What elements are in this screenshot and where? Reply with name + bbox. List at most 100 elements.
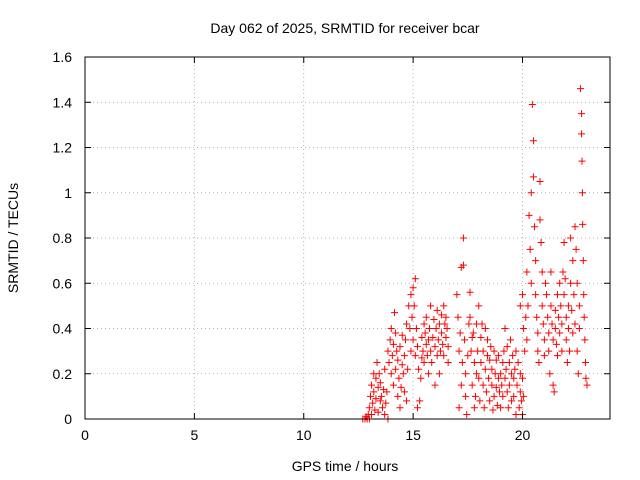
data-point <box>511 365 519 373</box>
data-point <box>375 370 383 378</box>
data-point <box>558 320 566 328</box>
data-point <box>513 381 521 389</box>
data-point <box>423 352 431 360</box>
data-point <box>570 291 578 299</box>
data-point <box>499 358 507 366</box>
data-point <box>582 358 589 366</box>
data-point <box>409 336 417 344</box>
data-point <box>524 302 532 310</box>
data-point <box>492 383 500 391</box>
data-point <box>512 347 520 355</box>
data-point <box>527 279 535 287</box>
data-point <box>567 279 575 287</box>
data-point <box>582 374 590 382</box>
data-point <box>385 358 393 366</box>
data-point <box>433 352 441 360</box>
data-point <box>534 329 542 337</box>
data-point <box>440 352 448 360</box>
data-point <box>477 358 485 366</box>
data-point <box>573 347 581 355</box>
data-point <box>550 388 558 396</box>
data-point <box>430 315 438 323</box>
data-point <box>571 320 579 328</box>
data-point <box>438 329 446 337</box>
y-tick-label: 1.6 <box>53 49 73 65</box>
data-point <box>411 352 419 360</box>
data-point <box>426 325 434 332</box>
data-point <box>571 223 579 231</box>
data-point <box>559 268 567 276</box>
data-point <box>523 336 531 344</box>
data-point <box>455 347 463 355</box>
data-point <box>503 388 511 396</box>
data-point <box>532 291 540 299</box>
data-point <box>502 365 510 373</box>
data-point <box>401 336 409 344</box>
data-point <box>501 374 509 382</box>
data-point <box>485 374 493 382</box>
data-point <box>477 334 485 342</box>
data-point <box>384 347 392 355</box>
data-point <box>551 306 559 314</box>
data-point <box>531 223 539 231</box>
data-point <box>534 347 542 355</box>
data-point <box>573 279 581 287</box>
data-point <box>536 177 544 185</box>
data-point <box>479 381 487 389</box>
data-point <box>486 356 494 364</box>
data-point <box>579 257 587 265</box>
data-point <box>392 329 400 337</box>
data-point <box>494 374 502 382</box>
data-point <box>459 234 467 242</box>
data-point <box>512 410 520 418</box>
data-point <box>529 173 537 181</box>
data-point <box>555 313 563 321</box>
data-point <box>547 268 555 276</box>
data-point <box>548 320 556 328</box>
data-point <box>432 325 440 332</box>
y-tick-label: 1 <box>64 185 72 201</box>
data-point <box>462 370 470 378</box>
data-point <box>506 336 514 344</box>
data-point <box>546 370 554 378</box>
data-point <box>400 388 408 396</box>
data-point <box>580 291 588 299</box>
data-point <box>470 358 478 366</box>
data-point <box>537 239 545 247</box>
data-point <box>414 343 421 351</box>
data-point <box>379 404 386 412</box>
data-point <box>396 404 404 412</box>
data-point <box>387 325 395 332</box>
data-point <box>396 343 404 351</box>
data-point <box>500 347 508 355</box>
data-point <box>476 397 484 405</box>
chart-title: Day 062 of 2025, SRMTID for receiver bca… <box>210 20 480 36</box>
data-point <box>442 334 450 342</box>
data-point <box>505 381 513 389</box>
y-tick-label: 1.2 <box>53 140 73 156</box>
data-point <box>420 358 428 366</box>
data-point <box>581 336 589 344</box>
data-point <box>398 331 406 339</box>
data-point <box>508 370 516 378</box>
data-point <box>543 291 551 299</box>
data-point <box>398 361 406 369</box>
data-point <box>529 137 537 145</box>
data-point <box>541 279 549 287</box>
data-point <box>556 279 564 287</box>
data-point <box>497 370 505 378</box>
data-point <box>487 343 495 351</box>
plot-frame <box>84 56 611 420</box>
data-point <box>532 257 540 265</box>
data-point <box>389 340 397 348</box>
data-point <box>473 370 481 378</box>
data-point <box>538 302 546 310</box>
data-point <box>484 352 491 360</box>
data-point <box>395 374 403 382</box>
data-point <box>521 347 529 355</box>
data-point <box>516 302 524 310</box>
data-point <box>549 336 557 344</box>
x-axis-label: GPS time / hours <box>292 458 399 474</box>
data-point <box>539 320 547 328</box>
